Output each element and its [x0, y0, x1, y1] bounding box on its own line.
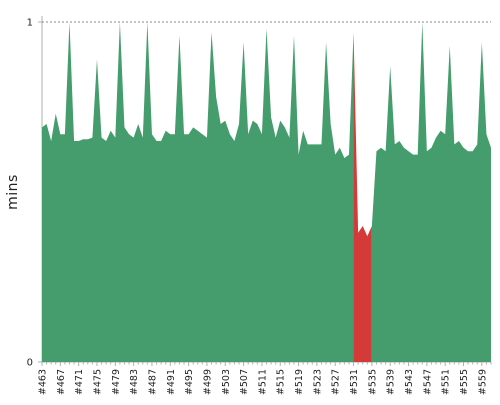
x-tick-label: #539	[386, 369, 397, 395]
normal-builds-area-2	[372, 22, 491, 362]
x-tick-label: #491	[166, 369, 177, 395]
x-tick-label: #487	[147, 369, 158, 395]
x-tick-label: #523	[312, 369, 323, 395]
x-tick-label: #479	[111, 369, 122, 395]
x-tick-label: #503	[221, 369, 232, 395]
x-tick-label: #555	[459, 369, 470, 395]
y-ticks: 01	[27, 18, 42, 369]
x-tick-label: #483	[129, 369, 140, 395]
y-axis-label: mins	[5, 174, 21, 210]
x-tick-label: #471	[74, 369, 85, 395]
normal-builds-area-0	[42, 22, 354, 362]
x-tick-label: #531	[349, 369, 360, 395]
failed-builds-area	[354, 32, 372, 362]
x-tick-label: #559	[477, 369, 488, 395]
x-tick-label: #499	[202, 369, 213, 395]
x-tick-label: #519	[294, 369, 305, 395]
x-tick-label: #535	[367, 369, 378, 395]
x-tick-label: #515	[276, 369, 287, 395]
x-tick-label: #511	[257, 369, 268, 395]
x-tick-label: #463	[38, 369, 49, 395]
x-tick-label: #507	[239, 369, 250, 395]
y-tick-label: 1	[27, 18, 33, 29]
x-tick-label: #547	[422, 369, 433, 395]
x-tick-label: #543	[404, 369, 415, 395]
x-tick-label: #527	[331, 369, 342, 395]
y-tick-label: 0	[27, 358, 33, 369]
x-tick-label: #495	[184, 369, 195, 395]
area-series	[42, 22, 491, 362]
x-tick-label: #467	[56, 369, 67, 395]
x-ticks: #463 #467 #471 #475 #479 #483 #487 #491 #495 #499…	[38, 362, 492, 395]
x-tick-label: #551	[441, 369, 452, 395]
x-tick-label: #475	[92, 369, 103, 395]
